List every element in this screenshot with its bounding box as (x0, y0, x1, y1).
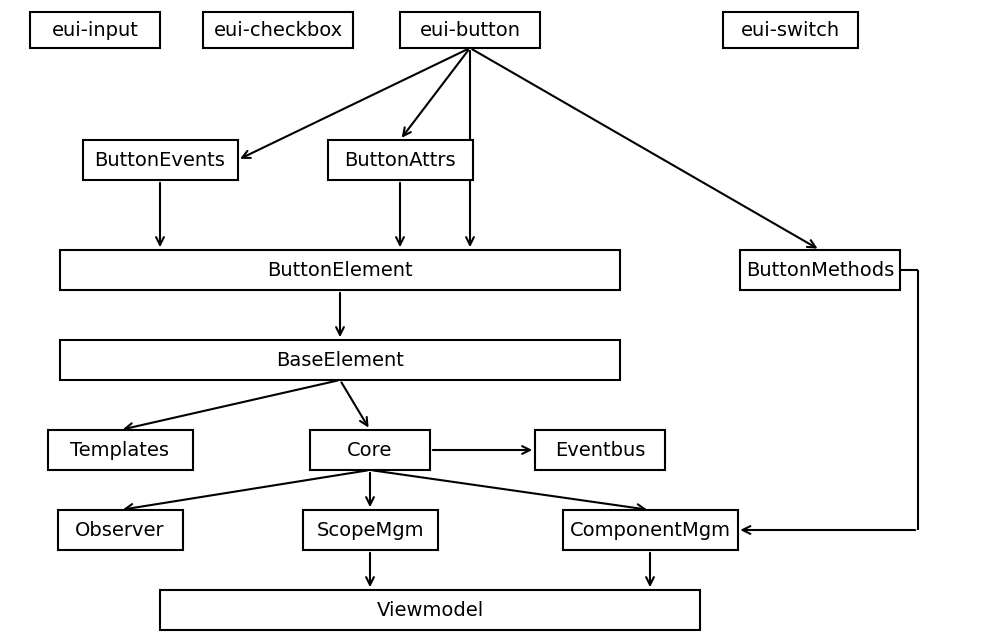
Bar (328, 140, 473, 180)
Bar (400, 12, 540, 48)
Bar (302, 510, 438, 550)
Bar (48, 430, 192, 470)
Bar (535, 430, 665, 470)
Text: ButtonElement: ButtonElement (267, 261, 413, 279)
Bar (562, 510, 738, 550)
Text: eui-switch: eui-switch (740, 21, 840, 40)
Bar (740, 250, 900, 290)
Bar (60, 340, 620, 380)
Text: ComponentMgm: ComponentMgm (570, 521, 730, 539)
Text: BaseElement: BaseElement (276, 351, 404, 370)
Bar (722, 12, 858, 48)
Bar (60, 250, 620, 290)
Text: eui-checkbox: eui-checkbox (213, 21, 343, 40)
Text: eui-button: eui-button (420, 21, 520, 40)
Text: Viewmodel: Viewmodel (376, 600, 484, 620)
Text: eui-input: eui-input (52, 21, 138, 40)
Bar (82, 140, 238, 180)
Text: Eventbus: Eventbus (555, 440, 645, 460)
Text: Observer: Observer (75, 521, 165, 539)
Bar (160, 590, 700, 630)
Text: ButtonAttrs: ButtonAttrs (344, 150, 456, 169)
Text: Core: Core (347, 440, 393, 460)
Text: ButtonEvents: ButtonEvents (95, 150, 225, 169)
Bar (203, 12, 353, 48)
Text: Templates: Templates (70, 440, 170, 460)
Bar (58, 510, 182, 550)
Text: ScopeMgm: ScopeMgm (316, 521, 424, 539)
Text: ButtonMethods: ButtonMethods (746, 261, 894, 279)
Bar (30, 12, 160, 48)
Bar (310, 430, 430, 470)
